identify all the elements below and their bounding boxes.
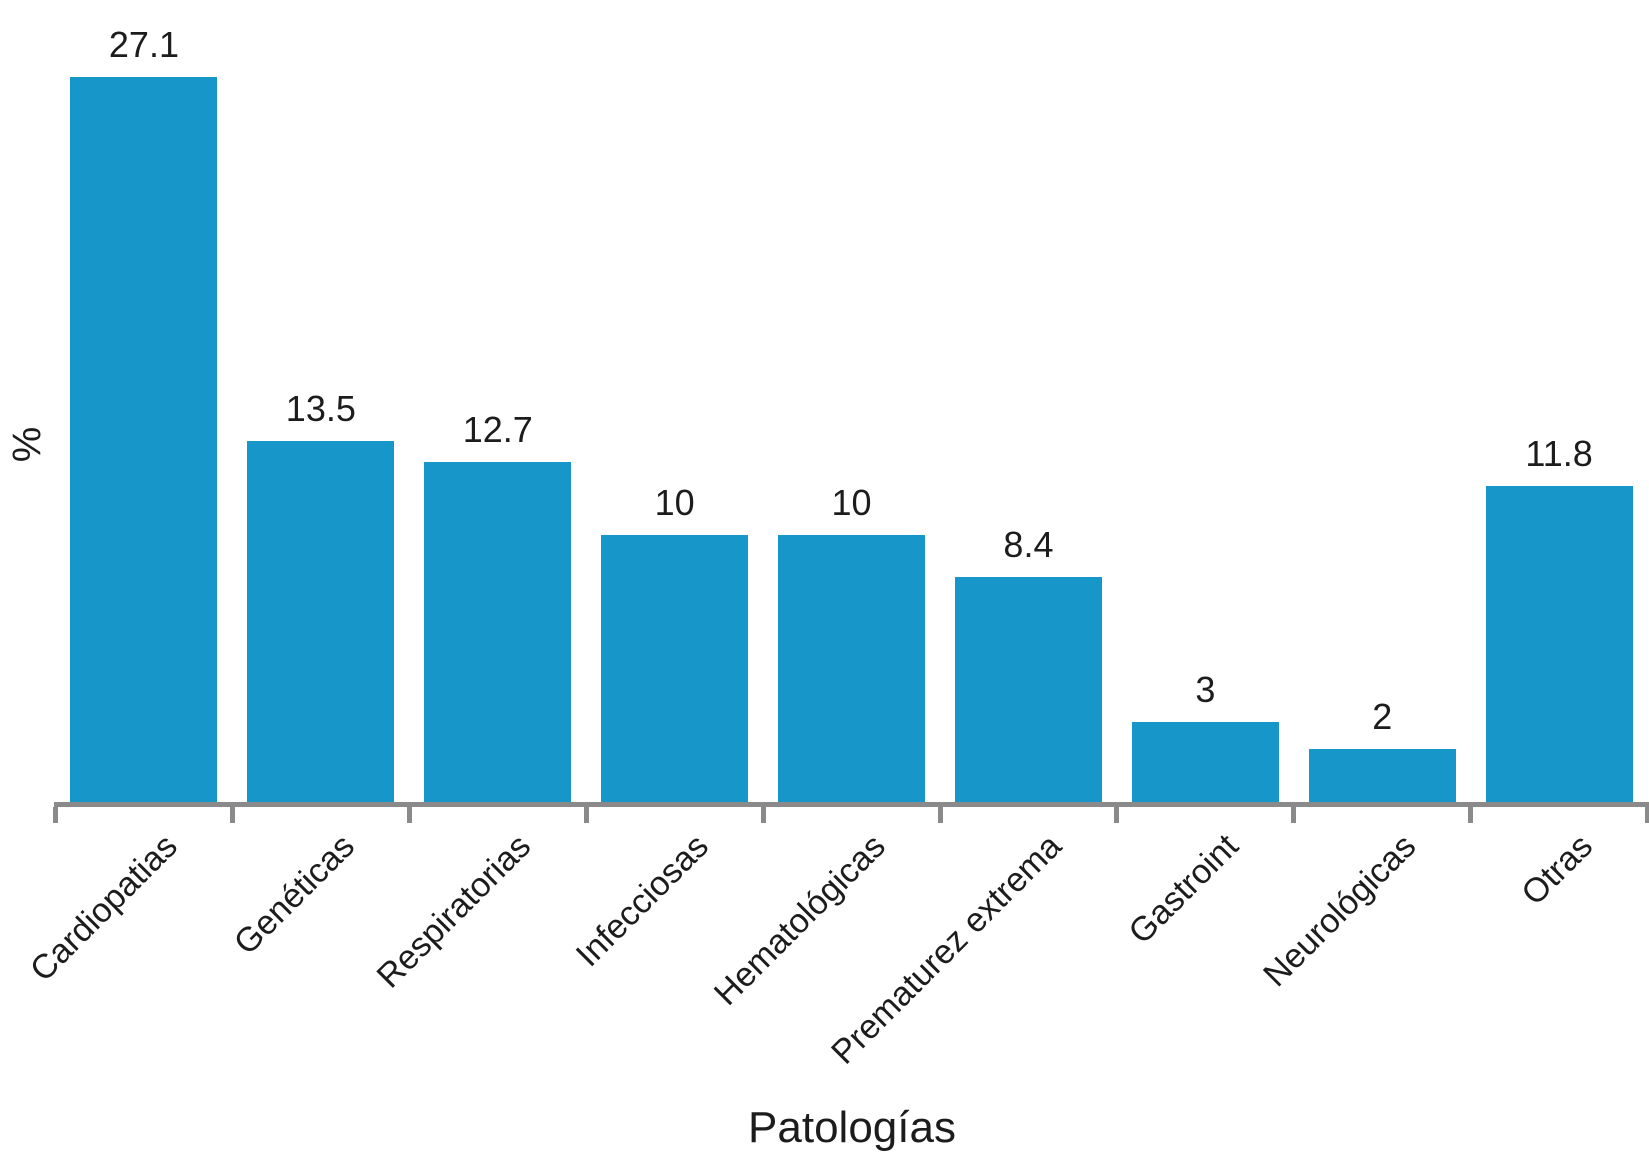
- bar: [954, 577, 1102, 802]
- bar-value-label: 27.1: [108, 24, 179, 66]
- x-axis-tick: [937, 807, 943, 823]
- bar-value-label: 13.5: [285, 387, 356, 429]
- x-axis-tick: [406, 807, 412, 823]
- bar: [247, 440, 395, 802]
- bar-value-label: 10: [831, 481, 872, 523]
- bar: [601, 534, 749, 802]
- bar-value-label: 8.4: [1003, 524, 1054, 566]
- x-category-label: Cardiopatias: [22, 827, 185, 989]
- bar: [70, 77, 218, 802]
- bar-value-label: 3: [1195, 668, 1216, 710]
- bar: [424, 462, 572, 802]
- y-axis-label: %: [5, 426, 50, 463]
- bar: [1308, 748, 1456, 802]
- x-axis-tick: [1291, 807, 1297, 823]
- x-category-label: Neurológicas: [1255, 827, 1424, 995]
- x-axis-tick: [760, 807, 766, 823]
- bar-value-label: 2: [1372, 695, 1393, 737]
- x-axis-tick: [229, 807, 235, 823]
- x-category-label: Respiratorias: [370, 827, 539, 996]
- x-axis-tick: [1114, 807, 1120, 823]
- x-axis-line: [53, 802, 1649, 807]
- bar-value-label: 11.8: [1525, 433, 1593, 475]
- bar: [778, 534, 926, 802]
- x-category-label: Infecciosas: [568, 827, 716, 975]
- bar: [1131, 721, 1279, 802]
- bar-value-label: 10: [654, 481, 695, 523]
- x-axis-tick: [583, 807, 589, 823]
- x-axis-tick: [1645, 807, 1649, 823]
- x-category-label: Hematológicas: [706, 827, 893, 1013]
- x-axis-title: Patologías: [748, 1103, 956, 1152]
- x-category-label: Otras: [1514, 827, 1601, 913]
- x-category-label: Genéticas: [226, 827, 362, 963]
- x-axis-tick: [1468, 807, 1474, 823]
- x-category-label: Gastroint: [1121, 827, 1247, 952]
- x-axis-tick: [53, 807, 58, 823]
- bar: [1485, 486, 1633, 802]
- bar-value-label: 12.7: [462, 409, 533, 451]
